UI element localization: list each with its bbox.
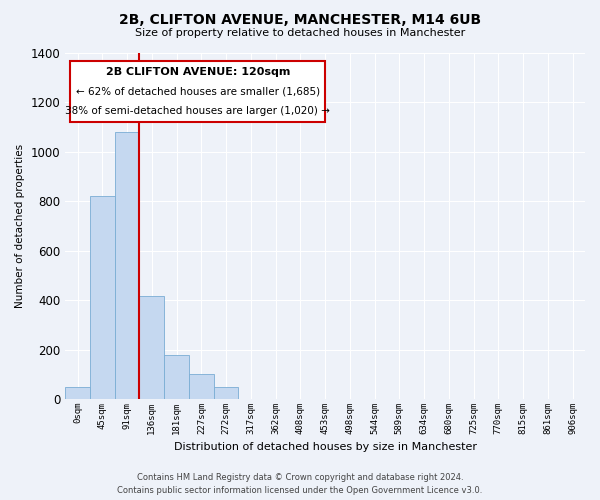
Bar — [90, 196, 115, 399]
X-axis label: Distribution of detached houses by size in Manchester: Distribution of detached houses by size … — [173, 442, 476, 452]
Text: Contains HM Land Registry data © Crown copyright and database right 2024.
Contai: Contains HM Land Registry data © Crown c… — [118, 473, 482, 495]
Bar — [65, 387, 90, 399]
Bar — [139, 296, 164, 399]
Text: Size of property relative to detached houses in Manchester: Size of property relative to detached ho… — [135, 28, 465, 38]
Bar — [214, 387, 238, 399]
Bar — [115, 132, 139, 399]
Text: 38% of semi-detached houses are larger (1,020) →: 38% of semi-detached houses are larger (… — [65, 106, 330, 116]
Text: 2B, CLIFTON AVENUE, MANCHESTER, M14 6UB: 2B, CLIFTON AVENUE, MANCHESTER, M14 6UB — [119, 12, 481, 26]
Text: ← 62% of detached houses are smaller (1,685): ← 62% of detached houses are smaller (1,… — [76, 86, 320, 97]
Y-axis label: Number of detached properties: Number of detached properties — [15, 144, 25, 308]
Bar — [164, 354, 189, 399]
Bar — [189, 374, 214, 399]
Text: 2B CLIFTON AVENUE: 120sqm: 2B CLIFTON AVENUE: 120sqm — [106, 67, 290, 77]
FancyBboxPatch shape — [70, 61, 325, 122]
